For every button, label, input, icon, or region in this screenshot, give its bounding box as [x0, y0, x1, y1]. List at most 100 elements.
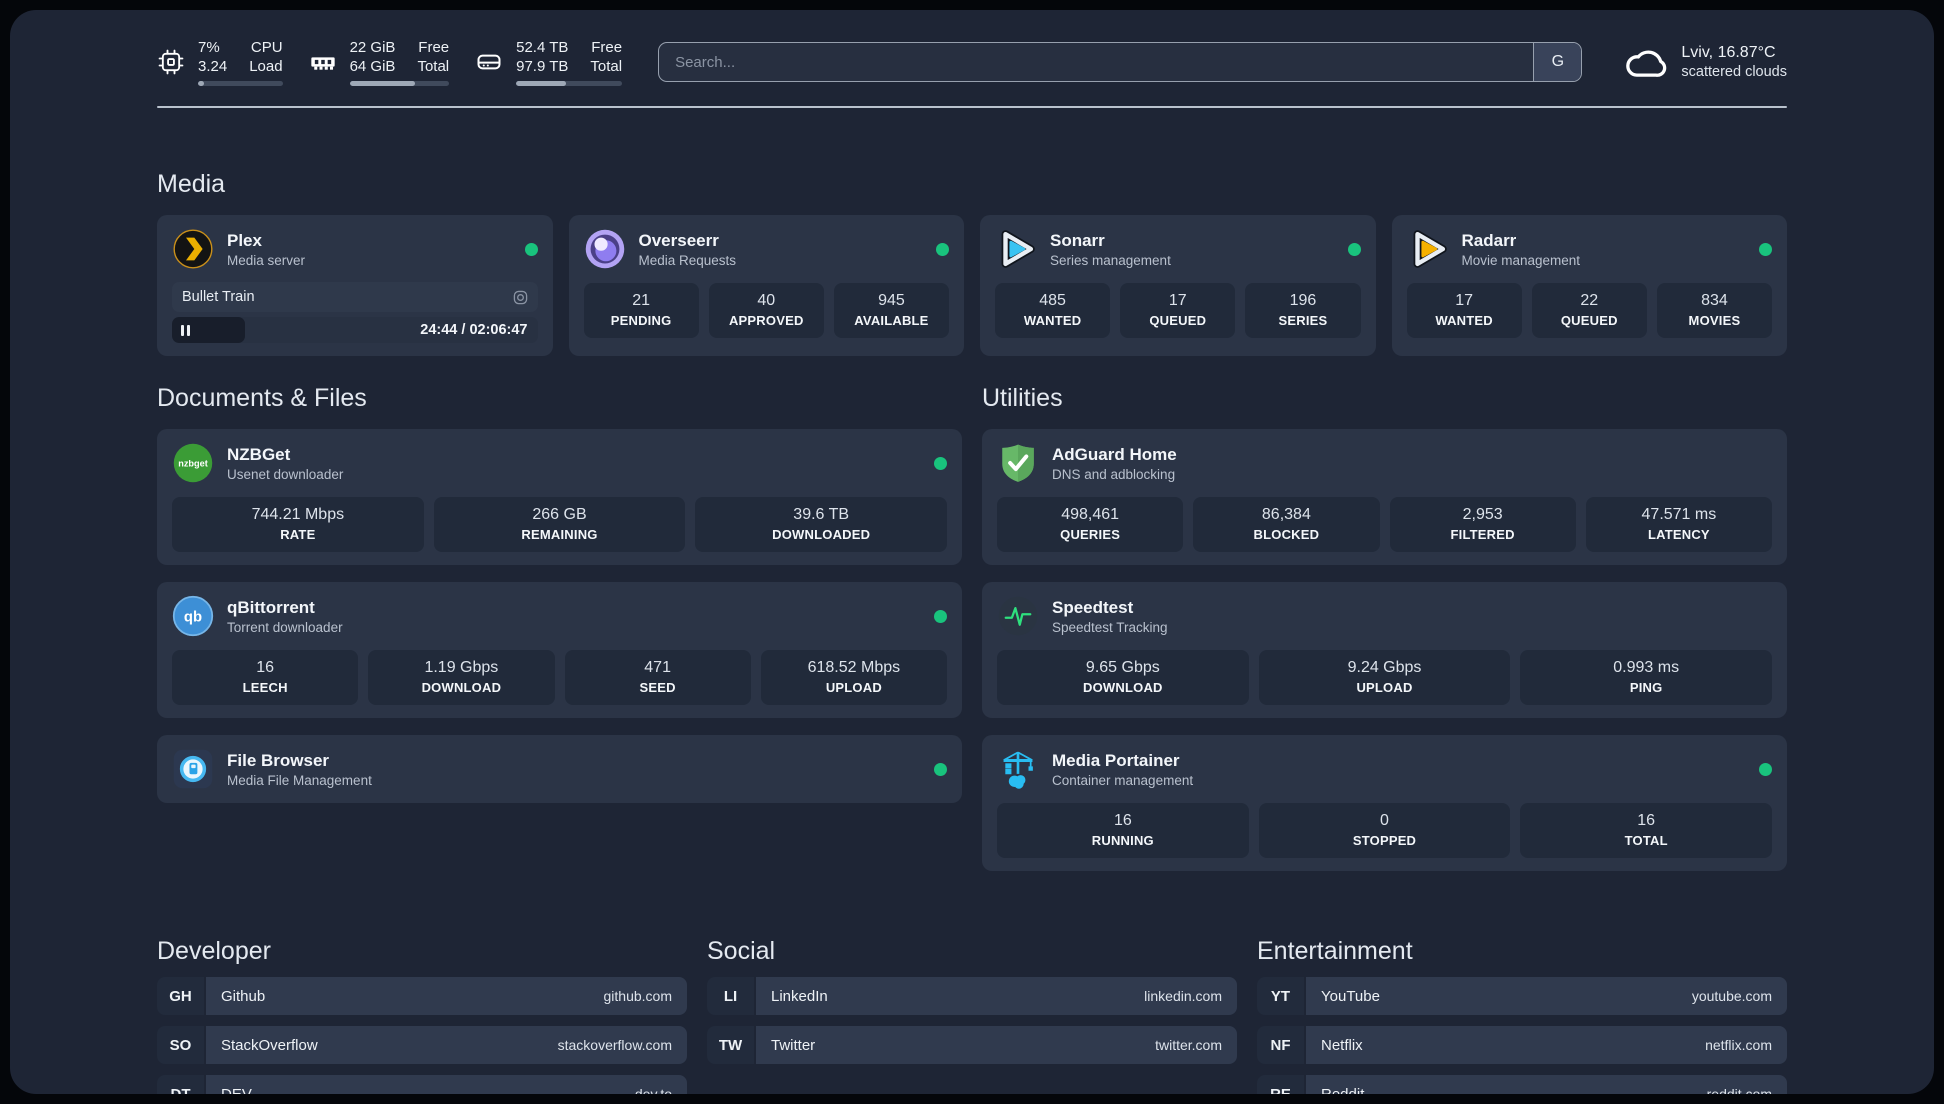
app-card-plex[interactable]: Plex Media server Bullet Train 24:44 / 0… [157, 215, 553, 356]
stat-download: 9.65 Gbps DOWNLOAD [997, 650, 1249, 705]
ram-progress-bar [349, 81, 450, 86]
bookmark-abbr: DT [157, 1075, 204, 1094]
stat-rate: 744.21 Mbps RATE [172, 497, 424, 552]
app-card-adguard[interactable]: AdGuard Home DNS and adblocking 498,461 Q… [982, 429, 1787, 565]
bookmark-netflix[interactable]: NF Netflix netflix.com [1257, 1026, 1787, 1064]
app-card-overseerr[interactable]: Overseerr Media Requests 21 PENDING 40 APP… [568, 215, 964, 356]
disk-free: 52.4 TB [516, 39, 569, 56]
sonarr-icon [995, 228, 1037, 270]
ram-total-label: Total [417, 58, 450, 75]
adguard-icon [997, 442, 1039, 484]
status-dot [934, 762, 947, 776]
svg-text:nzbget: nzbget [178, 459, 208, 469]
bookmark-twitter[interactable]: TW Twitter twitter.com [707, 1026, 1237, 1064]
bookmark-name: Github [221, 987, 266, 1005]
app-desc: Speedtest Tracking [1052, 620, 1168, 636]
pause-icon[interactable] [181, 324, 190, 336]
app-desc: Media File Management [227, 773, 372, 789]
bookmark-linkedin[interactable]: LI LinkedIn linkedin.com [707, 977, 1237, 1015]
dashboard-panel: 7% 3.24 CPU Load 22 GiB 64 GiB Free Total [10, 10, 1934, 1094]
bookmark-abbr: TW [707, 1026, 754, 1064]
bookmark-stackoverflow[interactable]: SO StackOverflow stackoverflow.com [157, 1026, 687, 1064]
stat-upload: 9.24 Gbps UPLOAD [1258, 650, 1511, 705]
app-name: Radarr [1461, 230, 1517, 250]
disk-free-label: Free [591, 39, 623, 56]
stat-leech: 16 LEECH [172, 650, 359, 705]
app-card-filebrowser[interactable]: File Browser Media File Management [157, 735, 962, 803]
ram-stat: 22 GiB 64 GiB Free Total [309, 38, 450, 86]
section-title-entertainment: Entertainment [1257, 937, 1413, 965]
bookmark-name: LinkedIn [771, 987, 828, 1005]
app-name: Media Portainer [1052, 750, 1180, 770]
app-name: NZBGet [227, 444, 291, 464]
ram-free: 22 GiB [349, 39, 396, 56]
bookmark-url: twitter.com [1155, 1037, 1222, 1053]
header-divider [157, 106, 1787, 108]
system-stats: 7% 3.24 CPU Load 22 GiB 64 GiB Free Total [157, 38, 623, 86]
bookmark-abbr: RE [1257, 1075, 1304, 1094]
stat-queued: 22 QUEUED [1531, 283, 1647, 338]
app-desc: DNS and adblocking [1052, 467, 1176, 483]
app-card-speedtest[interactable]: Speedtest Speedtest Tracking 9.65 Gbps DO… [982, 582, 1787, 718]
app-card-radarr[interactable]: Radarr Movie management 17 WANTED 22 QUEUE… [1391, 215, 1787, 356]
stat-download: 1.19 Gbps DOWNLOAD [368, 650, 555, 705]
status-dot [934, 609, 947, 623]
app-desc: Container management [1052, 773, 1194, 789]
stat-approved: 40 APPROVED [708, 283, 824, 338]
documents-column: Documents & Files nzbget NZBGet Usenet d… [157, 384, 962, 871]
search-engine-button[interactable]: G [1533, 43, 1582, 81]
bookmark-url: dev.to [634, 1086, 672, 1094]
app-card-portainer[interactable]: Media Portainer Container management 16 R… [982, 735, 1787, 871]
top-bar: 7% 3.24 CPU Load 22 GiB 64 GiB Free Total [157, 38, 1787, 86]
bookmark-name: StackOverflow [221, 1036, 318, 1054]
now-playing-title: Bullet Train [182, 289, 255, 305]
section-title-developer: Developer [157, 937, 271, 965]
disk-total-label: Total [590, 58, 623, 75]
filebrowser-icon [172, 748, 214, 790]
bookmark-abbr: NF [1257, 1026, 1304, 1064]
cpu-label: CPU [250, 39, 283, 56]
cpu-stat: 7% 3.24 CPU Load [157, 38, 283, 86]
app-card-qbittorrent[interactable]: qb qBittorrent Torrent downloader 16 LEEC… [157, 582, 962, 718]
settings-icon[interactable] [513, 290, 528, 305]
speedtest-icon [997, 595, 1039, 637]
stat-available: 945 AVAILABLE [833, 283, 950, 338]
bookmark-reddit[interactable]: RE Reddit reddit.com [1257, 1075, 1787, 1094]
weather-location-temp: Lviv, 16.87°C [1681, 44, 1776, 61]
bookmarks-developer: Developer GH Github github.com SO StackOv… [157, 937, 687, 1094]
app-desc: Media server [227, 253, 306, 269]
bookmark-url: github.com [603, 988, 672, 1004]
bookmark-dev[interactable]: DT DEV dev.to [157, 1075, 687, 1094]
utilities-column: Utilities AdGuard Home DNS and adblockin… [982, 384, 1787, 871]
search-bar: G [658, 42, 1583, 82]
stat-filtered: 2,953 FILTERED [1389, 497, 1576, 552]
app-card-nzbget[interactable]: nzbget NZBGet Usenet downloader 744.21 M… [157, 429, 962, 565]
bookmark-abbr: LI [707, 977, 754, 1015]
overseerr-icon [584, 228, 626, 270]
status-dot [524, 242, 538, 256]
stat-blocked: 86,384 BLOCKED [1193, 497, 1380, 552]
bookmark-github[interactable]: GH Github github.com [157, 977, 687, 1015]
search-input[interactable] [659, 53, 1534, 71]
stat-remaining: 266 GB REMAINING [433, 497, 686, 552]
cpu-icon [157, 48, 185, 76]
stat-total: 16 TOTAL [1520, 803, 1773, 858]
app-desc: Torrent downloader [227, 620, 343, 636]
bookmarks-social: Social LI LinkedIn linkedin.com TW Twitte… [707, 937, 1237, 1094]
bookmark-youtube[interactable]: YT YouTube youtube.com [1257, 977, 1787, 1015]
plex-now-playing: Bullet Train 24:44 / 02:06:47 [172, 282, 538, 343]
app-name: AdGuard Home [1052, 444, 1177, 464]
stat-downloaded: 39.6 TB DOWNLOADED [695, 497, 948, 552]
weather-condition: scattered clouds [1681, 64, 1787, 80]
bookmark-url: netflix.com [1705, 1037, 1772, 1053]
stat-wanted: 17 WANTED [1406, 283, 1522, 338]
stat-movies: 834 MOVIES [1656, 283, 1773, 338]
app-name: qBittorrent [227, 597, 315, 617]
bookmark-url: reddit.com [1706, 1086, 1772, 1094]
stat-queued: 17 QUEUED [1120, 283, 1236, 338]
cpu-progress-bar [198, 81, 283, 86]
app-card-sonarr[interactable]: Sonarr Series management 485 WANTED 17 QUE… [980, 215, 1376, 356]
app-desc: Media Requests [638, 253, 737, 269]
media-grid: Plex Media server Bullet Train 24:44 / 0… [157, 215, 1787, 356]
stat-pending: 21 PENDING [583, 283, 699, 338]
